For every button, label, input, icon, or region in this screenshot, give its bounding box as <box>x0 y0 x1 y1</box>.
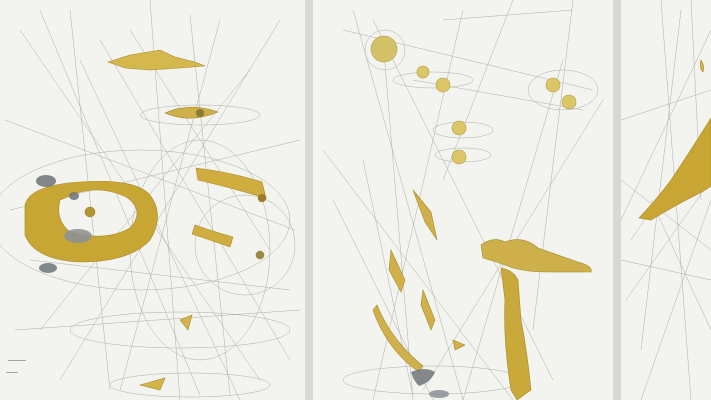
grey-blob-inner <box>64 229 92 243</box>
grey-ink-forms <box>36 175 92 273</box>
gold-shard-thin <box>412 189 438 241</box>
drawing-left <box>0 0 301 400</box>
grey-ink-forms <box>411 369 449 398</box>
panel-right <box>621 0 711 400</box>
gold-curve-low <box>372 304 424 373</box>
drawing-middle <box>322 0 604 400</box>
gold-leaf-forms <box>638 59 711 221</box>
gold-shard-bottom <box>138 377 166 391</box>
gold-band-lower <box>191 224 234 248</box>
gold-splash-top <box>480 239 592 273</box>
gold-shard-mid <box>179 314 193 331</box>
gold-streak-top <box>107 49 206 71</box>
gold-shard-thin <box>388 248 406 293</box>
grey-bird-shape <box>411 369 435 386</box>
gold-orbs <box>370 35 577 165</box>
drawing-right <box>621 0 711 400</box>
gold-band-right <box>195 167 267 199</box>
gold-orb <box>416 65 430 79</box>
gold-leaf-forms <box>24 49 267 391</box>
grey-blob-lower <box>39 263 57 273</box>
graphite-lines <box>322 0 604 400</box>
gold-orb <box>545 77 561 93</box>
panel-divider-2 <box>613 0 621 400</box>
gold-orb <box>435 77 451 93</box>
grey-blob-small <box>69 192 79 200</box>
gold-leaf-forms <box>372 189 592 400</box>
gold-orb <box>451 120 467 136</box>
gold-dot <box>700 59 704 73</box>
panel-middle <box>313 0 613 400</box>
gold-eye-shape <box>164 106 219 119</box>
panel-divider-1 <box>305 0 313 400</box>
gold-shard-thin <box>420 288 436 331</box>
grey-blob-ring <box>36 175 56 187</box>
panel-left <box>0 0 305 400</box>
gold-orb <box>561 94 577 110</box>
pencil-marks <box>6 360 26 373</box>
gold-shard-thin <box>452 339 466 351</box>
gold-ring-large <box>24 180 158 263</box>
gold-wing-shape <box>638 117 711 221</box>
gold-orb <box>451 149 467 165</box>
gold-column <box>500 267 532 400</box>
gold-orb-large <box>370 35 398 63</box>
